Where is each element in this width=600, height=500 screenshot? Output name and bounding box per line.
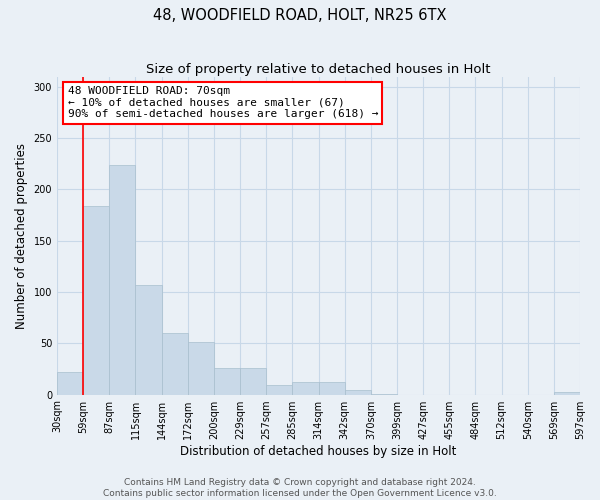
Bar: [292, 382, 319, 394]
Bar: [188, 342, 214, 394]
Bar: [344, 390, 371, 394]
Bar: [83, 206, 109, 394]
Text: 48, WOODFIELD ROAD, HOLT, NR25 6TX: 48, WOODFIELD ROAD, HOLT, NR25 6TX: [153, 8, 447, 22]
Bar: [214, 368, 240, 394]
Bar: [136, 285, 161, 395]
Bar: [240, 368, 266, 394]
Bar: [319, 382, 344, 394]
X-axis label: Distribution of detached houses by size in Holt: Distribution of detached houses by size …: [181, 444, 457, 458]
Bar: [554, 392, 580, 394]
Bar: [161, 333, 188, 394]
Bar: [57, 372, 83, 394]
Bar: [109, 165, 136, 394]
Text: Contains HM Land Registry data © Crown copyright and database right 2024.
Contai: Contains HM Land Registry data © Crown c…: [103, 478, 497, 498]
Y-axis label: Number of detached properties: Number of detached properties: [15, 142, 28, 328]
Bar: [266, 386, 292, 394]
Title: Size of property relative to detached houses in Holt: Size of property relative to detached ho…: [146, 62, 491, 76]
Text: 48 WOODFIELD ROAD: 70sqm
← 10% of detached houses are smaller (67)
90% of semi-d: 48 WOODFIELD ROAD: 70sqm ← 10% of detach…: [68, 86, 378, 120]
